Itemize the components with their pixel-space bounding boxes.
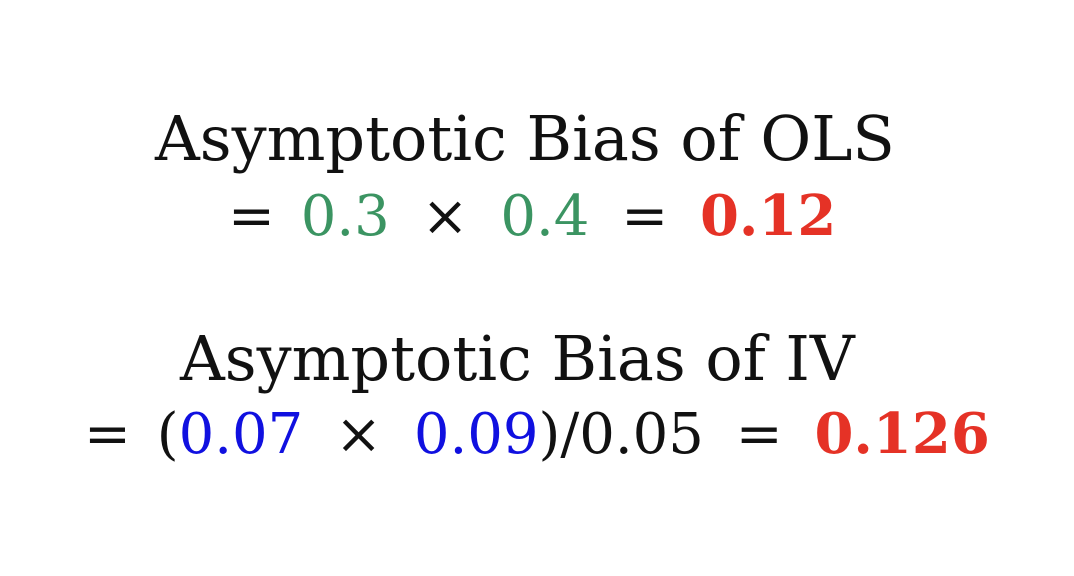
ols-equals-sign-2: = [621, 184, 669, 249]
iv-equals-sign: = [84, 402, 131, 467]
iv-close-divide: )/0.05 [538, 402, 704, 467]
iv-factor-a: 0.07 [178, 402, 304, 467]
iv-equation: = (0.07 × 0.09)/0.05 = 0.126 [84, 406, 990, 463]
ols-factor-b: 0.4 [500, 184, 590, 249]
iv-result: 0.126 [814, 401, 990, 467]
ols-times-sign: × [421, 184, 469, 249]
iv-title: Asymptotic Bias of IV [180, 322, 855, 395]
ols-equals-sign: = [228, 184, 275, 249]
ols-equation: = 0.3 × 0.4 = 0.12 [228, 188, 836, 245]
ols-result: 0.12 [699, 183, 837, 249]
iv-equals-sign-2: = [735, 402, 783, 467]
iv-times-sign: × [335, 402, 383, 467]
iv-factor-b: 0.09 [413, 402, 539, 467]
iv-open-paren: ( [156, 402, 179, 467]
ols-title: Asymptotic Bias of OLS [155, 102, 895, 175]
ols-factor-a: 0.3 [300, 184, 390, 249]
